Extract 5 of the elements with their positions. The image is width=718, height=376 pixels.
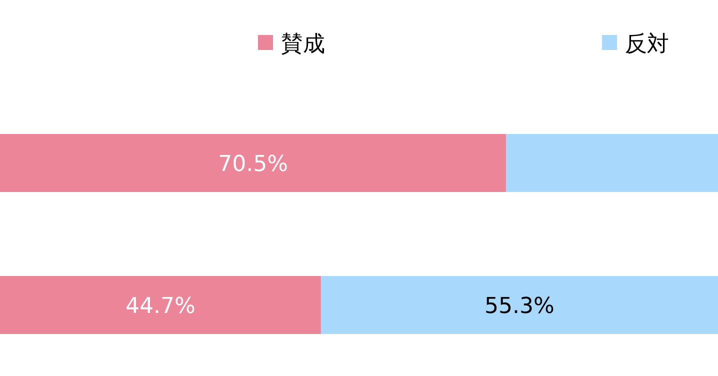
data-label: 70.5%	[218, 152, 288, 177]
legend-label: 賛成	[281, 32, 325, 57]
legend-label: 反対	[625, 32, 669, 57]
data-label: 55.3%	[484, 294, 554, 319]
data-label: 44.7%	[126, 294, 196, 319]
